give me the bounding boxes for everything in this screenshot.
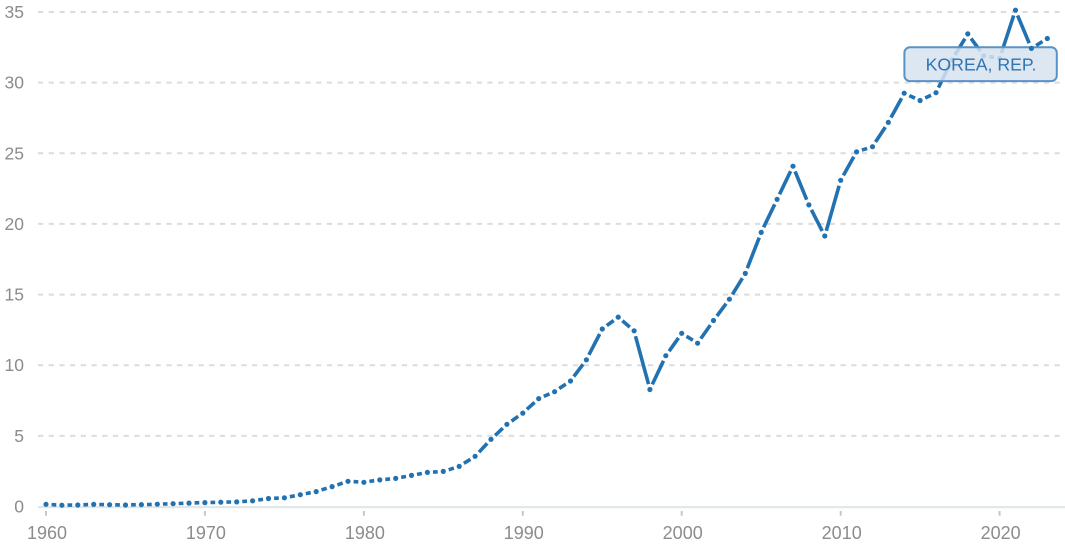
svg-text:25: 25 bbox=[5, 143, 24, 163]
svg-text:1960: 1960 bbox=[27, 523, 67, 543]
svg-text:0: 0 bbox=[14, 497, 24, 517]
svg-text:2020: 2020 bbox=[981, 523, 1021, 543]
svg-text:35: 35 bbox=[5, 2, 24, 22]
svg-text:2010: 2010 bbox=[822, 523, 862, 543]
svg-text:20: 20 bbox=[5, 214, 25, 234]
svg-text:1980: 1980 bbox=[345, 523, 385, 543]
svg-text:2000: 2000 bbox=[663, 523, 703, 543]
svg-text:1970: 1970 bbox=[186, 523, 226, 543]
svg-text:30: 30 bbox=[5, 73, 25, 93]
svg-text:5: 5 bbox=[14, 426, 24, 446]
svg-text:1990: 1990 bbox=[504, 523, 544, 543]
svg-text:15: 15 bbox=[5, 285, 24, 305]
svg-text:10: 10 bbox=[5, 355, 25, 375]
svg-text:KOREA, REP.: KOREA, REP. bbox=[926, 55, 1037, 75]
